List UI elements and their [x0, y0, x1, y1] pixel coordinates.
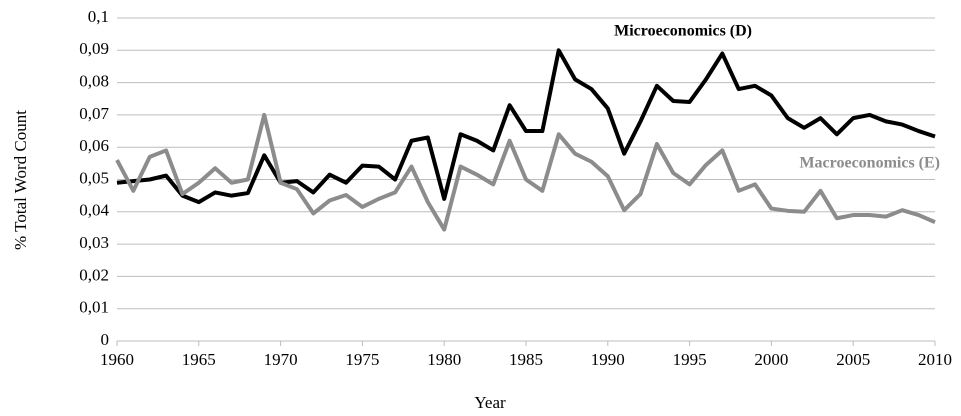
y-tick-label: 0,01	[79, 298, 109, 317]
x-axis-label: Year	[474, 393, 506, 412]
x-tick-label: 1960	[100, 350, 134, 369]
x-tick-label: 1965	[182, 350, 216, 369]
y-tick-label: 0,08	[79, 72, 109, 91]
y-tick-label: 0,1	[88, 7, 109, 26]
x-tick-label: 1995	[673, 350, 707, 369]
series-line	[115, 112, 936, 232]
x-tick-label: 1985	[509, 350, 543, 369]
x-tick-label: 2005	[836, 350, 870, 369]
x-tick-label: 2000	[754, 350, 788, 369]
x-tick-label: 1975	[345, 350, 379, 369]
y-tick-label: 0,04	[79, 201, 109, 220]
y-tick-label: 0,05	[79, 168, 109, 187]
y-axis-label: % Total Word Count	[11, 110, 30, 250]
x-tick-label: 1990	[591, 350, 625, 369]
y-tick-label: 0,07	[79, 104, 109, 123]
series-label: Microeconomics (D)	[614, 23, 752, 40]
series-label: Macroeconomics (E)	[799, 155, 940, 172]
y-tick-label: 0,03	[79, 233, 109, 252]
x-tick-label: 2010	[918, 350, 952, 369]
x-tick-label: 1970	[264, 350, 298, 369]
y-tick-label: 0	[101, 330, 110, 349]
x-tick-label: 1980	[427, 350, 461, 369]
series-line	[116, 48, 936, 205]
y-tick-label: 0,06	[79, 136, 109, 155]
y-tick-label: 0,09	[79, 39, 109, 58]
y-tick-label: 0,02	[79, 265, 109, 284]
